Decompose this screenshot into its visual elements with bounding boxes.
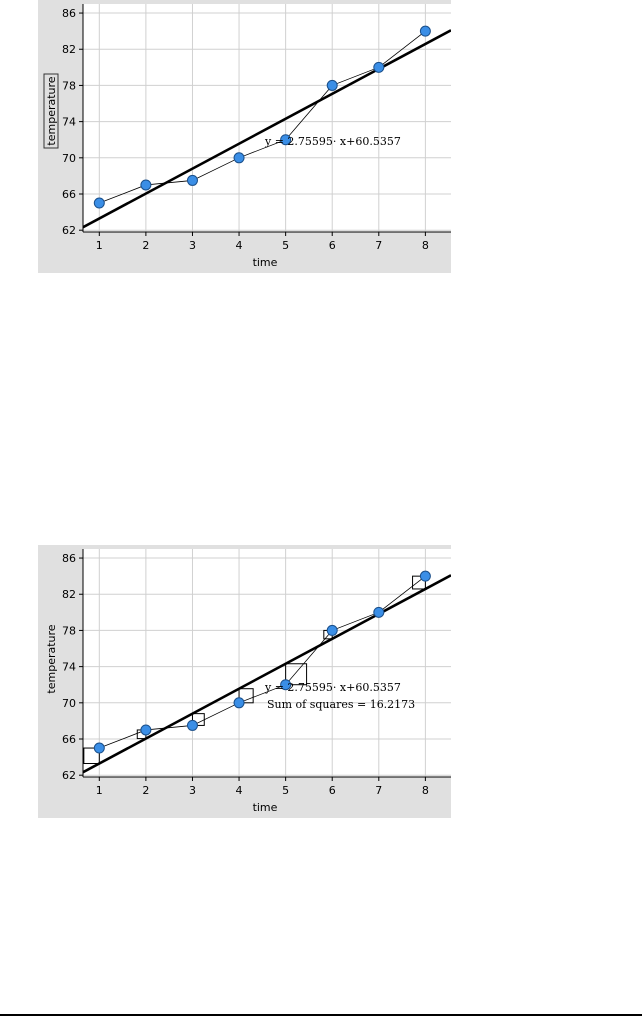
x-tick-label: 8	[422, 239, 429, 252]
data-connector-line	[99, 30, 426, 204]
data-point	[233, 697, 245, 709]
x-tick-label: 5	[282, 239, 289, 252]
data-point	[186, 174, 198, 186]
x-tick-label: 1	[96, 784, 103, 797]
sum-of-squares-label: Sum of squares = 16.2173	[267, 698, 415, 711]
y-tick-label: 82	[62, 588, 76, 601]
data-point	[93, 742, 105, 754]
data-connector-line	[99, 575, 426, 749]
data-point	[186, 719, 198, 731]
plot-content	[83, 549, 451, 777]
x-tick-label: 3	[189, 239, 196, 252]
data-point	[280, 679, 292, 691]
x-tick-label: 2	[142, 239, 149, 252]
y-tick-label: 70	[62, 697, 76, 710]
x-tick-label: 7	[375, 784, 382, 797]
data-point	[280, 134, 292, 146]
y-tick-label: 70	[62, 152, 76, 165]
regression-chart-1: 1 2 3 4 5 6 7 8 62 66 70 74 78 82 86 time temperature y =…	[38, 0, 451, 273]
y-tick-label: 62	[62, 769, 76, 782]
regression-chart-2-with-squares: 1 2 3 4 5 6 7 8 62 66 70 74 78 82 86 time temperature y =…	[38, 545, 451, 818]
regression-equation: y = 2.75595· x+60.5357	[264, 681, 401, 694]
page-bottom-rule	[0, 1014, 642, 1016]
plot-content	[83, 4, 451, 232]
data-point	[93, 197, 105, 209]
y-tick-label: 74	[62, 661, 76, 674]
data-point	[140, 179, 152, 191]
y-tick-label: 86	[62, 552, 76, 565]
regression-line	[83, 574, 451, 774]
data-point	[326, 79, 338, 91]
x-tick-label: 6	[329, 784, 336, 797]
y-tick-label: 66	[62, 188, 76, 201]
y-tick-label: 82	[62, 43, 76, 56]
y-axis-title-box	[43, 73, 59, 149]
y-tick-label: 86	[62, 7, 76, 20]
data-point	[140, 724, 152, 736]
y-tick-label: 78	[62, 624, 76, 637]
data-point	[233, 152, 245, 164]
x-tick-label: 4	[236, 784, 243, 797]
regression-equation: y = 2.75595· x+60.5357	[264, 135, 401, 148]
x-axis-title: time	[253, 256, 278, 269]
y-tick-label: 66	[62, 733, 76, 746]
residual-square	[238, 688, 254, 704]
x-tick-label: 8	[422, 784, 429, 797]
residual-square	[83, 747, 100, 765]
x-tick-label: 7	[375, 239, 382, 252]
data-point	[326, 624, 338, 636]
x-tick-label: 5	[282, 784, 289, 797]
y-axis-title: temperature	[45, 624, 58, 693]
x-tick-label: 4	[236, 239, 243, 252]
residual-square	[285, 663, 308, 686]
data-point	[419, 25, 431, 37]
y-tick-label: 74	[62, 116, 76, 129]
data-point	[419, 570, 431, 582]
residual-square	[412, 575, 426, 590]
x-axis-title: time	[253, 801, 278, 814]
x-tick-label: 3	[189, 784, 196, 797]
x-tick-label: 6	[329, 239, 336, 252]
y-tick-label: 62	[62, 224, 76, 237]
x-tick-label: 1	[96, 239, 103, 252]
data-point	[373, 61, 385, 73]
y-axis-title: temperature	[45, 76, 58, 145]
data-point	[373, 606, 385, 618]
y-tick-label: 78	[62, 79, 76, 92]
regression-line	[83, 29, 451, 229]
x-tick-label: 2	[142, 784, 149, 797]
